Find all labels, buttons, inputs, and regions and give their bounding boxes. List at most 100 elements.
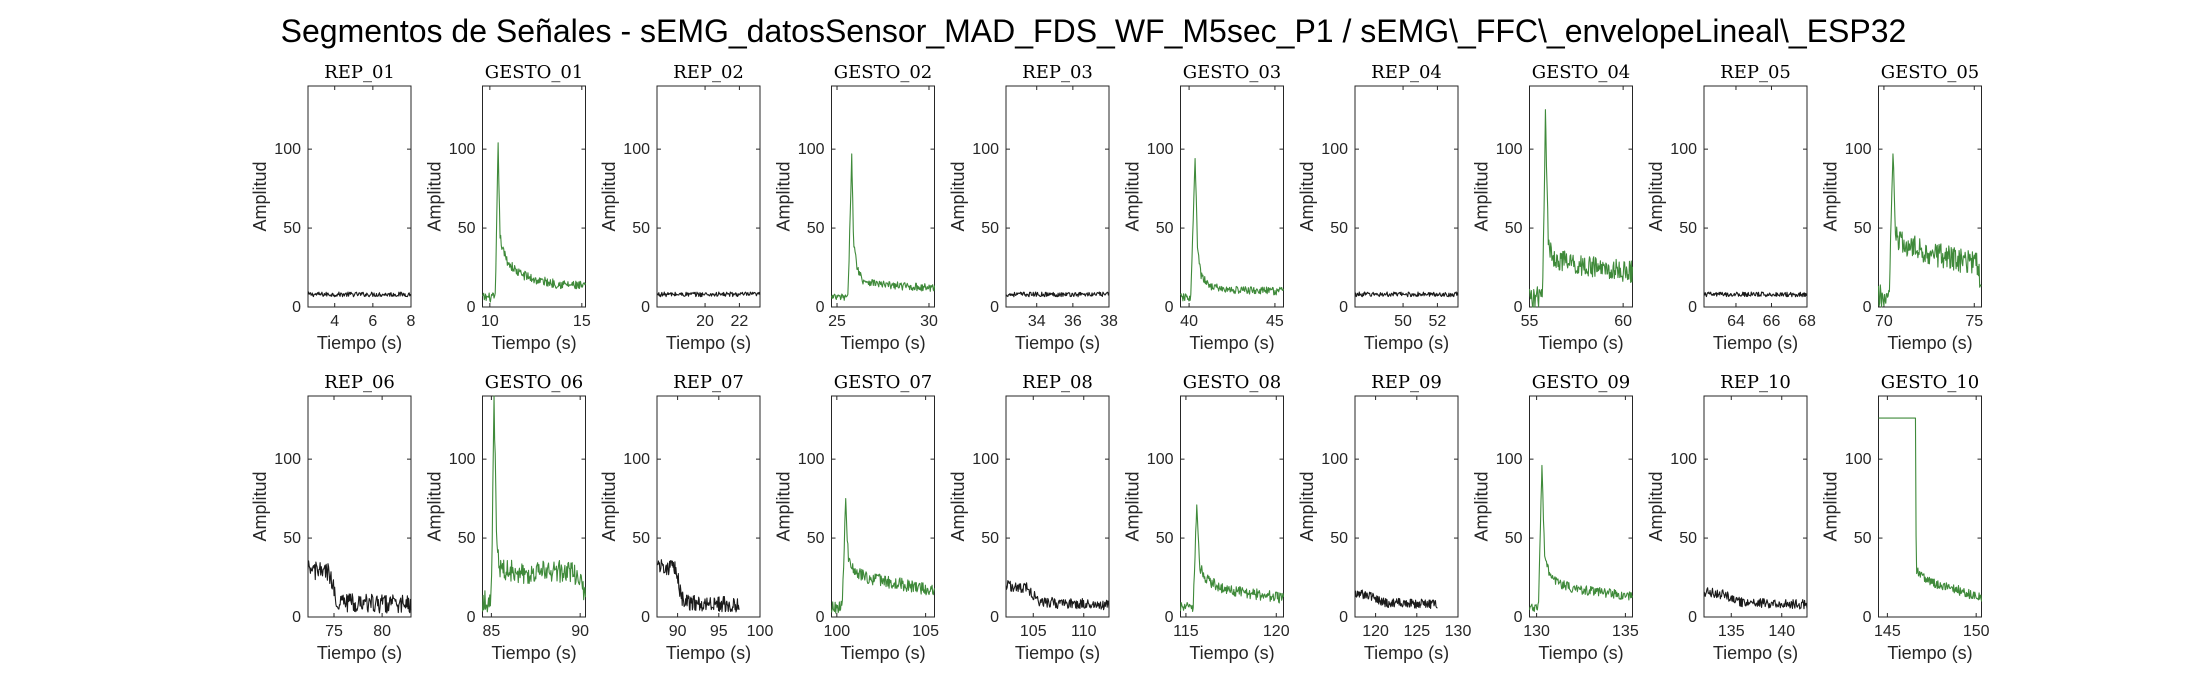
plot-frame — [1005, 395, 1110, 618]
subplot: REP_02 0 50 100 20 22 Tiempo (s) Amplitud — [599, 62, 761, 353]
subplot: GESTO_07 0 50 100 100 105 Tiempo (s) Amplitud — [774, 372, 940, 663]
x-tick-label: 15 — [573, 313, 591, 330]
y-axis-label: Amplitud — [948, 161, 968, 231]
x-tick-label: 95 — [710, 623, 728, 640]
y-axis-label: Amplitud — [1297, 471, 1317, 541]
plot-frame — [1180, 85, 1284, 308]
x-tick-label: 6 — [368, 313, 377, 330]
y-tick-label: 0 — [292, 299, 301, 316]
plot-frame — [1354, 85, 1459, 308]
y-tick-label: 50 — [981, 530, 999, 547]
signal-line — [1354, 291, 1459, 298]
x-tick-label: 100 — [823, 623, 850, 640]
signal-line — [656, 291, 761, 298]
y-tick-label: 0 — [641, 299, 650, 316]
y-tick-label: 0 — [292, 609, 301, 626]
x-tick-label: 55 — [1521, 313, 1539, 330]
y-tick-label: 100 — [1845, 451, 1872, 468]
plot-frame — [1354, 395, 1459, 618]
plot-frame — [656, 395, 761, 618]
y-tick-label: 50 — [632, 530, 650, 547]
y-tick-label: 0 — [1863, 299, 1872, 316]
x-tick-label: 4 — [330, 313, 339, 330]
y-tick-label: 50 — [458, 220, 476, 237]
x-tick-label: 66 — [1763, 313, 1781, 330]
x-axis-label: Tiempo (s) — [1538, 333, 1623, 353]
x-tick-label: 90 — [571, 623, 589, 640]
subplot: REP_10 0 50 100 135 140 Tiempo (s) Amplitud — [1646, 372, 1808, 663]
y-tick-label: 50 — [1679, 530, 1697, 547]
y-tick-label: 0 — [1165, 299, 1174, 316]
x-axis-label: Tiempo (s) — [840, 643, 925, 663]
x-axis-label: Tiempo (s) — [1713, 333, 1798, 353]
x-tick-label: 22 — [731, 313, 749, 330]
y-tick-label: 0 — [1514, 609, 1523, 626]
subplot-title: GESTO_10 — [1881, 372, 1980, 393]
x-tick-label: 20 — [696, 313, 714, 330]
x-tick-label: 150 — [1963, 623, 1990, 640]
subplot-title: GESTO_05 — [1881, 62, 1980, 83]
y-tick-label: 0 — [1165, 609, 1174, 626]
y-axis-label: Amplitud — [774, 471, 794, 541]
x-tick-label: 38 — [1100, 313, 1118, 330]
signal-line — [307, 291, 412, 298]
subplot-title: GESTO_08 — [1183, 372, 1282, 393]
signal-line — [1528, 464, 1634, 612]
y-axis-label: Amplitud — [774, 161, 794, 231]
x-tick-label: 40 — [1180, 313, 1198, 330]
y-tick-label: 100 — [1321, 451, 1348, 468]
y-tick-label: 50 — [1330, 220, 1348, 237]
subplot: GESTO_09 0 50 100 130 135 Tiempo (s) Amplitud — [1472, 372, 1639, 663]
y-tick-label: 100 — [449, 141, 476, 158]
subplot-title: REP_01 — [324, 62, 395, 83]
y-tick-label: 0 — [816, 609, 825, 626]
y-axis-label: Amplitud — [425, 161, 445, 231]
x-axis-label: Tiempo (s) — [1887, 333, 1972, 353]
y-axis-label: Amplitud — [599, 471, 619, 541]
y-tick-label: 100 — [1670, 141, 1697, 158]
y-tick-label: 50 — [1505, 220, 1523, 237]
y-tick-label: 50 — [1156, 220, 1174, 237]
subplot-title: REP_06 — [324, 372, 395, 393]
x-tick-label: 68 — [1798, 313, 1816, 330]
subplot: GESTO_06 0 50 100 85 90 Tiempo (s) Amplitud — [425, 372, 590, 663]
signal-line — [307, 560, 412, 614]
x-axis-label: Tiempo (s) — [840, 333, 925, 353]
y-tick-label: 100 — [1670, 451, 1697, 468]
subplot-title: GESTO_02 — [834, 62, 933, 83]
subplot: GESTO_05 0 50 100 70 75 Tiempo (s) Amplitud — [1821, 62, 1984, 353]
y-tick-label: 50 — [283, 220, 301, 237]
y-tick-label: 50 — [1330, 530, 1348, 547]
x-tick-label: 105 — [1020, 623, 1047, 640]
y-axis-label: Amplitud — [1646, 161, 1666, 231]
x-tick-label: 135 — [1718, 623, 1745, 640]
y-tick-label: 100 — [798, 141, 825, 158]
x-tick-label: 110 — [1071, 623, 1097, 640]
x-tick-label: 130 — [1445, 623, 1472, 640]
plot-frame — [1180, 395, 1284, 618]
signal-line — [830, 153, 936, 301]
signal-line — [1703, 291, 1808, 298]
y-tick-label: 0 — [1688, 609, 1697, 626]
y-tick-label: 100 — [972, 141, 999, 158]
x-axis-label: Tiempo (s) — [1887, 643, 1972, 663]
subplot-title: GESTO_06 — [485, 372, 584, 393]
x-tick-label: 80 — [373, 623, 391, 640]
subplot-title: REP_09 — [1371, 372, 1442, 393]
plot-frame — [1005, 85, 1110, 308]
x-tick-label: 90 — [669, 623, 687, 640]
signal-line — [656, 559, 740, 613]
x-tick-label: 75 — [325, 623, 343, 640]
subplot-title: REP_03 — [1022, 62, 1093, 83]
y-axis-label: Amplitud — [425, 471, 445, 541]
signal-line — [830, 498, 936, 614]
signal-line — [1877, 153, 1982, 308]
x-tick-label: 135 — [1612, 623, 1639, 640]
subplot: GESTO_01 0 50 100 10 15 Tiempo (s) Amplitud — [425, 62, 591, 353]
x-tick-label: 60 — [1614, 313, 1632, 330]
x-tick-label: 125 — [1403, 623, 1430, 640]
y-tick-label: 100 — [972, 451, 999, 468]
